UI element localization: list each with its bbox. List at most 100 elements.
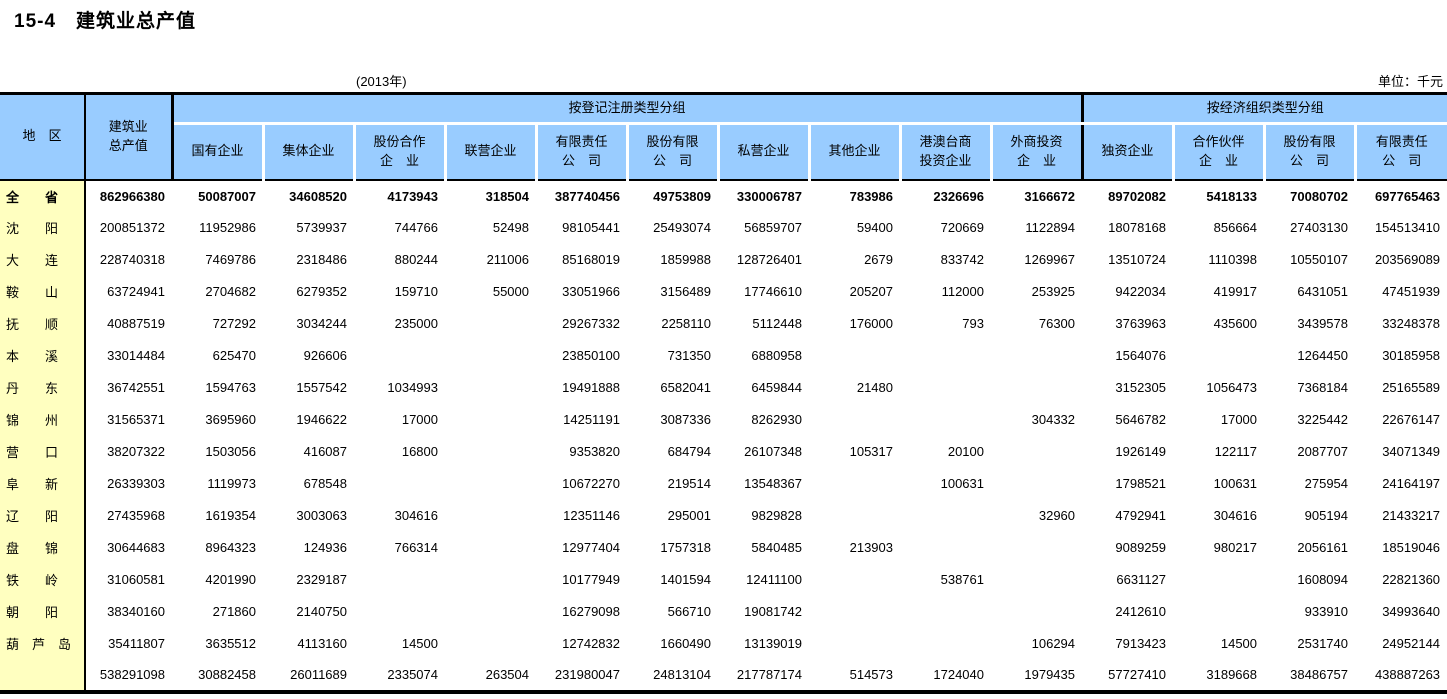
value-cell: 419917 — [1213, 284, 1258, 299]
value-cell: 159710 — [394, 284, 438, 299]
value-cell: 17000 — [1220, 412, 1258, 427]
value-cell: 10177949 — [562, 572, 620, 587]
value-cell: 980217 — [1213, 540, 1258, 555]
value-cell: 219514 — [667, 476, 711, 491]
table-row: 铁 岭 31060581 4201990 2329187 10177949 1401594… — [0, 563, 1447, 596]
value-cell: 4173943 — [387, 188, 438, 204]
value-cell: 3189668 — [1206, 667, 1258, 682]
value-cell — [991, 468, 1082, 500]
value-cell — [445, 372, 536, 404]
col-header-state-owned: 国有企业 — [172, 123, 263, 181]
value-cell: 128726401 — [736, 252, 802, 267]
value-cell: 122117 — [1214, 444, 1258, 459]
region-cell: 辽 阳 — [0, 499, 86, 532]
table-row: 538291098 30882458 26011689 2335074 263504 23… — [0, 659, 1447, 692]
table-row: 辽 阳 27435968 1619354 3003063 304616 12351146 2… — [0, 499, 1447, 532]
value-cell: 4792941 — [1115, 508, 1167, 523]
value-cell: 1946622 — [296, 412, 347, 427]
value-cell: 11952986 — [199, 220, 256, 235]
value-cell: 1926149 — [1115, 444, 1167, 459]
value-cell: 566710 — [667, 604, 711, 619]
value-cell: 26339303 — [107, 476, 165, 491]
value-cell: 33014484 — [107, 348, 165, 363]
table-header: 地 区 建筑业 总产值 按登记注册类型分组 按经济组织类型分组 国有企业 集体企… — [0, 93, 1447, 181]
value-cell: 1660490 — [660, 636, 711, 651]
region-cell: 盘 锦 — [0, 531, 86, 564]
value-cell: 2531740 — [1297, 636, 1349, 651]
value-cell — [354, 596, 445, 628]
value-cell: 17746610 — [744, 284, 802, 299]
value-cell — [809, 628, 900, 660]
table-row: 盘 锦 30644683 8964323 124936 766314 12977404 17… — [0, 531, 1447, 564]
header-sub-row: 国有企业 集体企业 股份合作 企 业 联营企业 有限责任 公 司 股份有限 公 … — [0, 123, 1447, 181]
value-cell: 85168019 — [562, 252, 620, 267]
value-cell: 24813104 — [653, 667, 711, 682]
value-cell: 318504 — [485, 188, 529, 204]
table-row: 葫 芦 岛 35411807 3635512 4113160 14500 12742832… — [0, 627, 1447, 660]
col-header-share-holding: 股份有限 公 司 — [625, 123, 718, 181]
value-cell — [809, 468, 900, 500]
value-cell: 1757318 — [660, 540, 711, 555]
value-cell: 862966380 — [99, 188, 165, 204]
value-cell: 213903 — [849, 540, 893, 555]
value-cell: 5418133 — [1206, 188, 1258, 204]
value-cell: 926606 — [303, 348, 347, 363]
value-cell: 744766 — [394, 220, 438, 235]
value-cell: 304616 — [394, 508, 438, 523]
value-cell: 14251191 — [563, 412, 620, 427]
value-cell: 5739937 — [296, 220, 347, 235]
value-cell: 6459844 — [751, 380, 802, 395]
value-cell: 57727410 — [1108, 667, 1167, 682]
value-cell — [900, 404, 991, 436]
year-note: (2013年) — [356, 74, 407, 89]
value-cell: 1724040 — [933, 667, 984, 682]
col-header-share-holding-econ: 股份有限 公 司 — [1262, 123, 1356, 181]
value-cell: 19491888 — [562, 380, 620, 395]
value-cell: 63724941 — [107, 284, 165, 299]
value-cell: 40887519 — [107, 316, 165, 331]
table-row: 朝 阳 38340160 271860 2140750 16279098 566710 19… — [0, 595, 1447, 628]
region-cell: 全 省 — [0, 179, 86, 212]
value-cell — [1173, 564, 1264, 596]
value-cell: 6631127 — [1116, 572, 1167, 587]
value-cell: 9829828 — [751, 508, 802, 523]
value-cell: 203569089 — [1374, 252, 1441, 267]
value-cell: 438887263 — [1374, 667, 1441, 682]
value-cell: 2679 — [864, 252, 893, 267]
value-cell: 5840485 — [751, 540, 802, 555]
value-cell: 2140750 — [296, 604, 347, 619]
value-cell: 18078168 — [1108, 220, 1167, 235]
value-cell: 8964323 — [205, 540, 256, 555]
value-cell: 25165589 — [1382, 380, 1441, 395]
region-cell: 朝 阳 — [0, 595, 86, 628]
value-cell: 16800 — [401, 444, 438, 459]
value-cell: 33051966 — [562, 284, 620, 299]
value-cell: 12977404 — [562, 540, 620, 555]
col-header-limited-liability-econ: 有限责任 公 司 — [1353, 123, 1447, 181]
col-header-limited-liability: 有限责任 公 司 — [534, 123, 627, 181]
value-cell — [445, 436, 536, 468]
value-cell: 1110398 — [1208, 252, 1258, 267]
value-cell: 26107348 — [744, 444, 802, 459]
value-cell: 30882458 — [198, 667, 256, 682]
value-cell: 38207322 — [107, 444, 165, 459]
value-cell: 105317 — [849, 444, 893, 459]
value-cell: 304616 — [1213, 508, 1258, 523]
value-cell — [900, 532, 991, 564]
value-cell: 1122894 — [1025, 220, 1076, 235]
value-cell: 2704682 — [205, 284, 256, 299]
value-cell: 1503056 — [205, 444, 256, 459]
value-cell: 27403130 — [1290, 220, 1349, 235]
value-cell: 228740318 — [99, 252, 165, 267]
value-cell — [809, 500, 900, 532]
value-cell: 833742 — [940, 252, 984, 267]
value-cell — [445, 596, 536, 628]
value-cell — [445, 404, 536, 436]
value-cell: 9089259 — [1115, 540, 1167, 555]
value-cell: 56859707 — [744, 220, 802, 235]
value-cell: 2056161 — [1297, 540, 1349, 555]
table-row: 全 省 862966380 50087007 34608520 4173943 31850… — [0, 179, 1447, 212]
value-cell: 3695960 — [205, 412, 256, 427]
value-cell: 235000 — [394, 316, 438, 331]
value-cell: 18519046 — [1382, 540, 1441, 555]
